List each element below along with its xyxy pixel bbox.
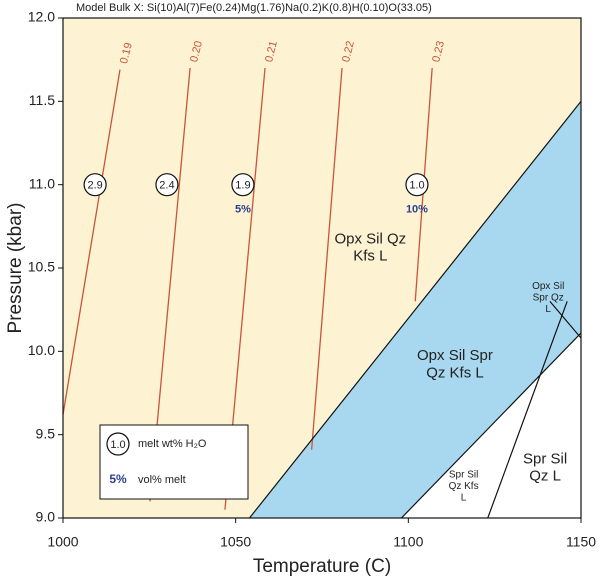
field-label: Qz Kfs bbox=[449, 481, 479, 492]
melt-volume-label: 10% bbox=[406, 204, 428, 216]
field-label: Spr Qz bbox=[533, 293, 564, 304]
field-label: L bbox=[461, 492, 467, 503]
melt-water-marker bbox=[231, 173, 255, 197]
melt-water-label: 2.9 bbox=[87, 180, 102, 192]
chart-title: Model Bulk X: Si(10)Al(7)Fe(0.24)Mg(1.76… bbox=[76, 2, 432, 14]
field-label: Spr Sil bbox=[523, 450, 567, 467]
y-tick-label: 12.0 bbox=[28, 9, 55, 25]
isopleth-label: 0.23 bbox=[430, 40, 447, 64]
melt-water-label: 1.9 bbox=[235, 180, 250, 192]
y-tick-label: 11.0 bbox=[29, 175, 55, 191]
legend-symbol-label: 5% bbox=[109, 472, 127, 486]
y-tick-label: 9.5 bbox=[36, 425, 56, 441]
melt-water-marker bbox=[155, 173, 179, 197]
y-tick-label: 10.5 bbox=[28, 259, 55, 275]
phase-boundary bbox=[487, 301, 568, 518]
melt-water-marker bbox=[405, 173, 429, 197]
field-label: Opx Sil bbox=[532, 281, 564, 292]
field-label: Qz Kfs L bbox=[426, 364, 484, 381]
x-tick-label: 1100 bbox=[393, 534, 423, 550]
legend-text: vol% melt bbox=[138, 474, 186, 486]
phase-boundary bbox=[400, 332, 581, 518]
x-tick-label: 1050 bbox=[220, 534, 251, 550]
isopleth-label: 0.22 bbox=[340, 40, 357, 64]
phase-boundary bbox=[249, 100, 581, 518]
x-tick-label: 1150 bbox=[566, 534, 596, 550]
field-label: L bbox=[545, 304, 551, 315]
legend-symbol-label: 1.0 bbox=[110, 439, 125, 451]
y-axis-label: Pressure (kbar) bbox=[5, 203, 26, 334]
phase-field bbox=[63, 18, 581, 518]
field-label: Kfs L bbox=[353, 248, 387, 265]
x-axis-label: Temperature (C) bbox=[253, 556, 391, 577]
field-label: Spr Sil bbox=[449, 469, 478, 480]
phase-boundary bbox=[549, 300, 581, 339]
melt-water-marker bbox=[83, 173, 107, 197]
isopleth bbox=[63, 69, 121, 415]
legend-symbol bbox=[106, 432, 130, 456]
isopleth bbox=[310, 67, 343, 450]
isopleth-label: 0.19 bbox=[118, 41, 135, 65]
field-label: Qz L bbox=[529, 468, 561, 485]
y-tick-label: 10.0 bbox=[28, 342, 55, 358]
melt-water-label: 1.0 bbox=[409, 180, 424, 192]
y-tick-label: 11.5 bbox=[29, 92, 55, 108]
melt-water-label: 2.4 bbox=[159, 180, 174, 192]
isopleth-label: 0.21 bbox=[263, 40, 280, 64]
legend-text: melt wt% H₂O bbox=[138, 438, 207, 450]
melt-volume-label: 5% bbox=[235, 204, 251, 216]
field-label: Opx Sil Spr bbox=[417, 347, 493, 364]
isopleth-label: 0.20 bbox=[188, 40, 205, 64]
y-tick-label: 9.0 bbox=[36, 509, 56, 525]
field-label: Opx Sil Qz bbox=[335, 230, 407, 247]
x-tick-label: 1000 bbox=[47, 534, 78, 550]
